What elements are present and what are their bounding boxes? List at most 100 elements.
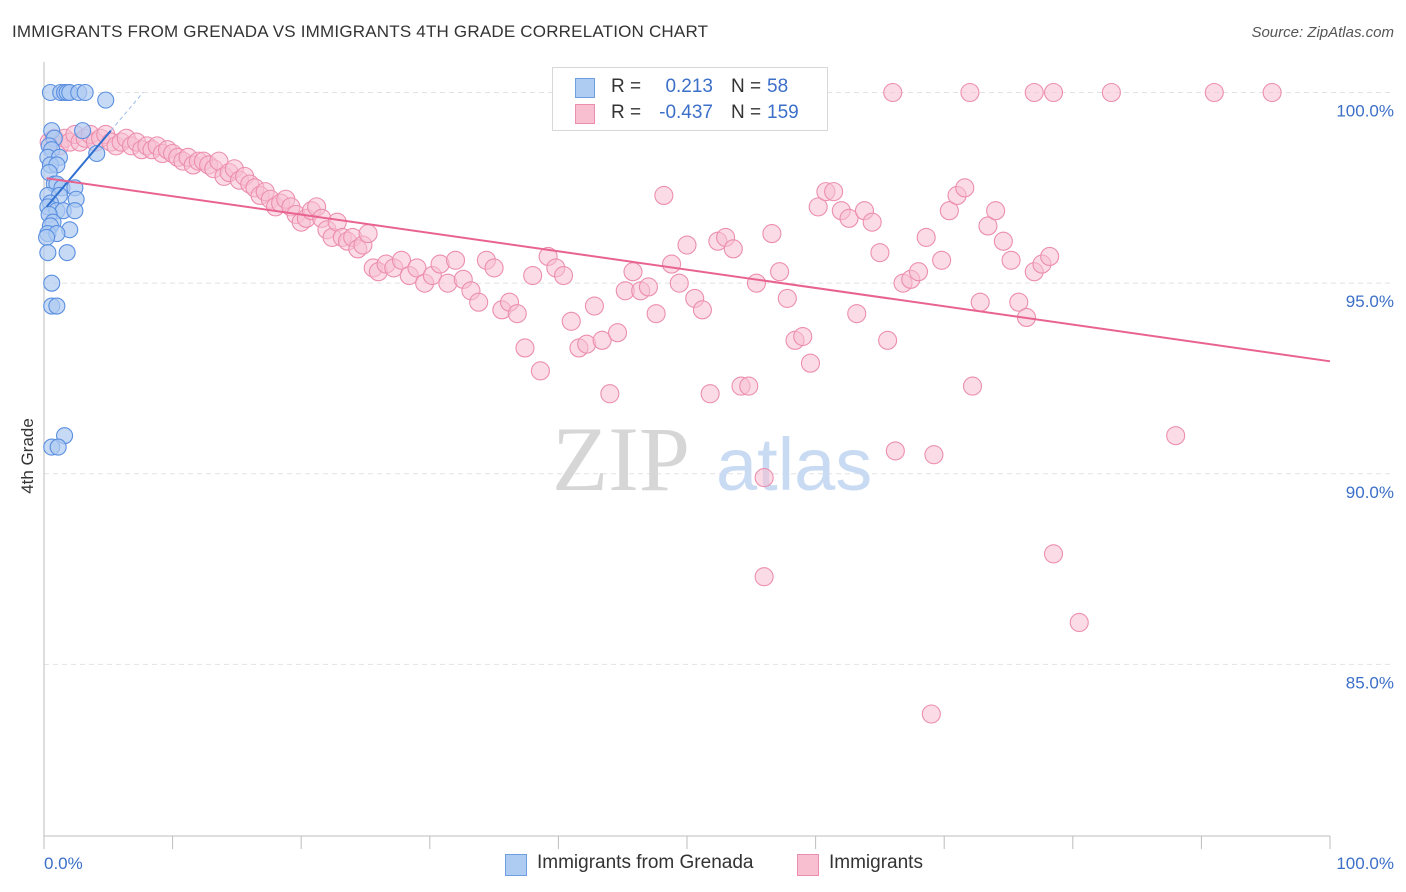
y-tick-label: 85.0% — [1346, 673, 1394, 692]
legend-r-label: R = — [611, 76, 642, 97]
legend-r-value: 0.213 — [665, 76, 713, 97]
immigrants-point — [391, 250, 412, 270]
immigrants-point — [1043, 544, 1064, 564]
grenada-trend-line — [45, 129, 112, 208]
immigrants-point — [1069, 612, 1089, 633]
immigrants-point — [1204, 82, 1224, 103]
legend-swatch-immigrants — [575, 104, 595, 124]
immigrants-point — [839, 208, 859, 228]
y-tick-label: 90.0% — [1346, 483, 1394, 502]
grenada-point — [97, 91, 115, 109]
grenada-point — [74, 122, 92, 140]
immigrants-point — [793, 326, 813, 347]
legend-swatch-immigrants — [797, 854, 819, 876]
immigrants-point — [1043, 82, 1064, 103]
legend-r-value: -0.437 — [659, 102, 713, 123]
immigrants-point — [754, 567, 774, 587]
immigrants-point — [600, 384, 620, 404]
stats-legend: R = 0.213 N = 58 R = -0.437 N = 159 — [552, 67, 828, 131]
legend-row-immigrants: R = -0.437 N = 159 — [553, 101, 827, 127]
immigrants-point — [739, 376, 759, 396]
immigrants-point — [445, 250, 466, 270]
immigrants-point — [916, 227, 936, 247]
immigrants-point — [700, 384, 720, 404]
x-tick-max: 100.0% — [1336, 854, 1394, 873]
y-axis-label: 4th Grade — [18, 418, 37, 494]
immigrants-point — [986, 201, 1006, 221]
immigrants-point — [885, 441, 905, 461]
immigrants-point — [746, 273, 766, 293]
legend-swatch-grenada — [575, 78, 595, 98]
immigrants-point — [1040, 246, 1060, 267]
immigrants-point — [847, 304, 867, 324]
immigrants-point — [939, 201, 959, 221]
immigrants-point — [1262, 82, 1282, 103]
immigrants-point — [754, 468, 774, 488]
immigrants-point — [623, 262, 643, 282]
immigrants-point — [561, 311, 581, 331]
immigrants-point — [1166, 426, 1186, 446]
immigrants-point — [654, 185, 674, 205]
immigrants-point — [723, 239, 743, 259]
source-label: Source: ZipAtlas.com — [1251, 24, 1394, 41]
watermark-zip: ZIP — [552, 408, 690, 510]
trend-lines — [45, 92, 1331, 363]
legend-row-grenada: R = 0.213 N = 58 — [553, 75, 827, 101]
immigrants-point — [515, 338, 535, 358]
x-tick-min: 0.0% — [44, 854, 83, 873]
legend-n-label: N = — [731, 102, 762, 123]
grenada-point — [76, 83, 94, 102]
immigrants-point — [808, 197, 828, 217]
legend-n-label: N = — [731, 76, 762, 97]
immigrants-point — [507, 304, 527, 324]
grenada-trend-extension — [110, 92, 144, 131]
immigrants-point — [862, 212, 882, 232]
immigrants-point — [962, 376, 983, 396]
immigrants-point — [469, 292, 489, 312]
legend-swatch-grenada — [505, 854, 527, 876]
immigrants-point — [646, 304, 666, 324]
immigrants-point — [358, 224, 378, 244]
immigrants-point — [669, 273, 689, 293]
immigrants-point — [523, 265, 543, 286]
immigrants-point — [584, 296, 604, 316]
immigrants-point — [692, 300, 712, 320]
immigrants-point — [770, 262, 790, 282]
legend-label-immigrants: Immigrants — [829, 852, 923, 873]
immigrants-point — [407, 258, 427, 278]
grenada-point — [48, 297, 66, 315]
immigrants-point — [1009, 292, 1029, 312]
immigrants-point — [960, 82, 980, 103]
immigrants-point — [1101, 82, 1121, 103]
immigrants-point — [800, 353, 821, 373]
legend-n-value: 58 — [767, 76, 789, 97]
immigrants-point — [484, 258, 504, 278]
immigrants-point — [592, 330, 612, 350]
immigrants-point — [777, 288, 797, 308]
grenada-point — [58, 244, 76, 262]
chart-title: IMMIGRANTS FROM GRENADA VS IMMIGRANTS 4T… — [12, 22, 709, 41]
immigrants-point — [662, 254, 682, 274]
immigrants-point — [638, 277, 658, 297]
grenada-point — [88, 144, 106, 163]
immigrants-point — [553, 265, 574, 286]
immigrants-point — [608, 323, 628, 343]
immigrants-point — [824, 182, 844, 202]
grenada-point — [38, 228, 56, 246]
immigrants-point — [677, 235, 697, 255]
immigrants-point — [978, 216, 998, 236]
immigrants-point — [878, 330, 898, 350]
immigrants-point — [530, 361, 550, 381]
immigrants-point — [924, 445, 944, 465]
grenada-point — [66, 202, 84, 220]
grenada-points — [38, 83, 115, 456]
immigrants-point — [970, 292, 990, 312]
immigrants-point — [921, 704, 941, 724]
immigrants-points — [39, 82, 1282, 724]
legend-n-value: 159 — [767, 102, 799, 123]
legend-r-label: R = — [611, 102, 642, 123]
immigrants-point — [883, 82, 903, 103]
immigrants-point — [955, 178, 975, 198]
immigrants-point — [762, 224, 782, 244]
